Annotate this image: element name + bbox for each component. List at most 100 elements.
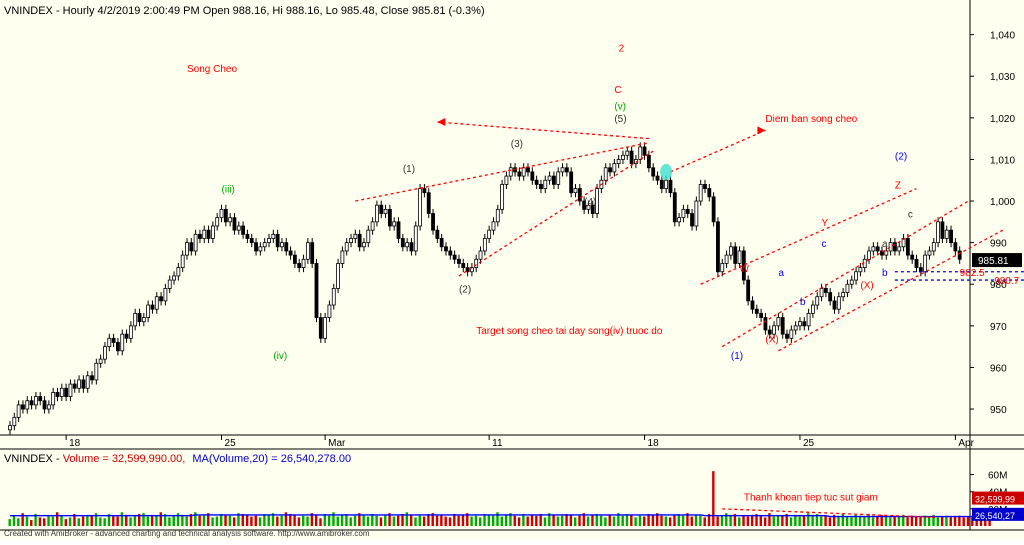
volume-bar: [168, 517, 171, 526]
volume-bar: [457, 515, 460, 526]
volume-bar: [60, 515, 63, 526]
volume-bar: [686, 513, 689, 526]
volume-bar: [677, 514, 681, 526]
candle-body: [288, 250, 293, 256]
price-chart-title: VNINDEX - Hourly 4/2/2019 2:00:49 PM Ope…: [4, 5, 485, 17]
volume-bar: [591, 514, 594, 526]
volume-bar: [55, 512, 59, 526]
candle-body: [646, 154, 651, 169]
volume-bar: [366, 516, 370, 526]
candle-body: [42, 400, 47, 410]
candle-body: [387, 208, 392, 227]
volume-bar: [763, 517, 767, 526]
candle-body: [12, 416, 17, 427]
volume-bar: [781, 515, 784, 526]
candle-body: [672, 192, 677, 223]
candle-body: [400, 238, 405, 248]
volume-bar: [12, 515, 16, 526]
volume-bar: [742, 515, 745, 526]
annotation-label: W: [740, 264, 750, 275]
volume-bar: [582, 513, 586, 526]
volume-bar: [68, 517, 72, 526]
candle-body: [85, 375, 90, 389]
volume-bar: [979, 516, 983, 526]
candle-body: [469, 267, 474, 273]
volume-bar: [64, 519, 68, 526]
volume-bar: [392, 516, 396, 526]
candle-body: [409, 242, 414, 252]
candle-body: [267, 238, 271, 244]
last-volume-box: [972, 491, 1024, 505]
candle-body: [482, 238, 487, 252]
volume-bar: [716, 516, 719, 526]
candle-body: [893, 242, 897, 252]
candle-body: [370, 221, 375, 231]
candle-body: [500, 183, 505, 210]
volume-bar: [565, 514, 568, 526]
candle-body: [789, 329, 794, 339]
volume-bar: [297, 517, 301, 526]
candle-body: [413, 225, 418, 252]
volume-bar: [949, 517, 952, 526]
price-y-tick-label: 970: [990, 322, 1007, 333]
volume-bar: [228, 515, 232, 526]
volume-bar: [664, 516, 668, 526]
candle-body: [124, 333, 129, 339]
annotation-label: Target song cheo tai day song(iv) truoc …: [476, 326, 663, 337]
volume-bar: [38, 517, 42, 526]
candle-body: [836, 296, 841, 310]
volume-bar: [314, 514, 318, 526]
price-y-tick-label: 960: [990, 363, 1007, 374]
volume-bar: [306, 516, 309, 526]
candle-body: [146, 304, 151, 318]
candle-body: [629, 150, 634, 164]
candle-body: [543, 179, 548, 189]
candle-body: [431, 213, 435, 231]
candle-body: [461, 263, 466, 269]
volume-bar: [172, 515, 175, 526]
volume-bar: [988, 516, 991, 526]
candle-body: [677, 217, 682, 223]
volume-y-tick-label: 60M: [988, 471, 1007, 482]
volume-bar: [8, 519, 11, 526]
candle-body: [651, 167, 656, 177]
volume-bar: [828, 517, 832, 526]
price-y-tick-label: 980: [990, 280, 1007, 291]
annotation-label: (4): [584, 197, 596, 208]
x-tick-label: 11: [492, 438, 503, 449]
candle-body: [616, 159, 621, 165]
volume-bar: [841, 514, 845, 526]
volume-bar: [241, 514, 245, 526]
annotation-label: (2): [895, 151, 907, 162]
volume-bar: [625, 514, 629, 526]
candle-body: [737, 250, 742, 264]
volume-bar: [444, 516, 447, 526]
volume-bar: [820, 516, 823, 526]
candle-body: [621, 154, 625, 160]
volume-bar: [919, 517, 922, 526]
candle-body: [746, 279, 751, 302]
annotation-label: C: [614, 85, 621, 96]
annotation-label: (iv): [273, 351, 287, 362]
candle-body: [116, 342, 120, 352]
volume-bar: [673, 514, 676, 526]
volume-bar: [656, 513, 659, 526]
volume-bar: [77, 518, 80, 526]
candle-body: [556, 171, 561, 185]
volume-bar: [867, 514, 870, 526]
candle-body: [793, 325, 798, 331]
volume-bar: [902, 514, 905, 526]
candle-body: [379, 204, 384, 214]
candle-body: [582, 200, 587, 210]
annotation-label: 2: [619, 43, 625, 54]
candle-body: [452, 254, 457, 260]
candle-body: [612, 163, 617, 173]
volume-bar: [435, 515, 439, 526]
candle-body: [625, 150, 630, 156]
candle-body: [608, 167, 612, 173]
volume-bar: [638, 515, 642, 526]
candle-body: [120, 333, 125, 352]
candle-body: [897, 246, 902, 252]
